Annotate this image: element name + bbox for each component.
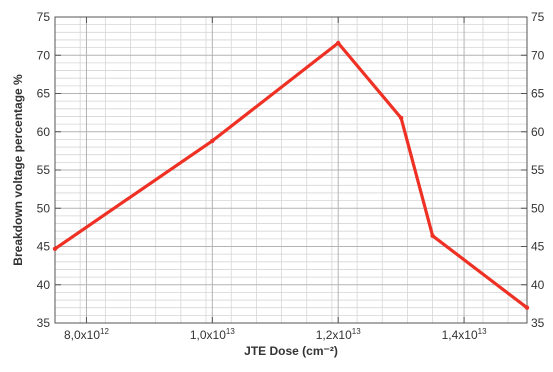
data-point bbox=[398, 115, 404, 121]
y-tick-label: 40 bbox=[37, 278, 51, 292]
data-point bbox=[52, 246, 58, 251]
y-tick-label-right: 75 bbox=[531, 10, 545, 24]
y-tick-label: 60 bbox=[37, 125, 51, 139]
x-tick-mantissa: 8,0x10 bbox=[64, 328, 100, 342]
data-point bbox=[210, 138, 215, 144]
y-tick-label-right: 35 bbox=[531, 316, 545, 330]
x-tick-label: 1,4x1013 bbox=[442, 327, 487, 342]
y-tick-label: 35 bbox=[37, 316, 51, 330]
y-tick-label: 55 bbox=[37, 163, 51, 177]
y-tick-label-right: 60 bbox=[531, 125, 545, 139]
x-tick-label: 1,2x1013 bbox=[316, 327, 361, 342]
y-tick-label-right: 65 bbox=[531, 87, 545, 101]
y-tick-label: 75 bbox=[37, 10, 51, 24]
x-tick-mantissa: 1,0x10 bbox=[190, 328, 226, 342]
data-point bbox=[430, 233, 435, 238]
x-tick-exponent: 13 bbox=[352, 327, 361, 336]
y-axis-right-labels: 35 40 45 50 55 60 65 70 75 bbox=[531, 10, 545, 330]
data-point bbox=[524, 305, 530, 310]
y-tick-label-right: 40 bbox=[531, 278, 545, 292]
y-tick-label: 65 bbox=[37, 87, 51, 101]
y-tick-label-right: 55 bbox=[531, 163, 545, 177]
y-tick-label: 45 bbox=[37, 240, 51, 254]
x-tick-exponent: 12 bbox=[100, 327, 109, 336]
x-axis-title: JTE Dose (cm⁻²) bbox=[244, 344, 338, 358]
y-tick-label-right: 50 bbox=[531, 201, 545, 215]
y-axis-left-labels: 35 40 45 50 55 60 65 70 75 bbox=[37, 10, 51, 330]
series-line bbox=[53, 41, 529, 310]
x-tick-label: 1,0x1013 bbox=[190, 327, 235, 342]
x-tick-exponent: 13 bbox=[226, 327, 235, 336]
y-tick-label-right: 70 bbox=[531, 48, 545, 62]
y-tick-label-right: 45 bbox=[531, 240, 545, 254]
x-tick-exponent: 13 bbox=[478, 327, 487, 336]
series-layer bbox=[52, 40, 530, 310]
y-axis-title: Breakdown voltage percentage % bbox=[11, 74, 25, 266]
data-point bbox=[336, 40, 341, 46]
x-axis-labels: 8,0x1012 1,0x1013 1,2x1013 1,4x1013 bbox=[64, 327, 487, 342]
y-tick-label: 50 bbox=[37, 201, 51, 215]
x-tick-mantissa: 1,4x10 bbox=[442, 328, 478, 342]
tick-marks bbox=[55, 16, 527, 324]
y-tick-label: 70 bbox=[37, 48, 51, 62]
x-tick-mantissa: 1,2x10 bbox=[316, 328, 352, 342]
x-tick-label: 8,0x1012 bbox=[64, 327, 109, 342]
